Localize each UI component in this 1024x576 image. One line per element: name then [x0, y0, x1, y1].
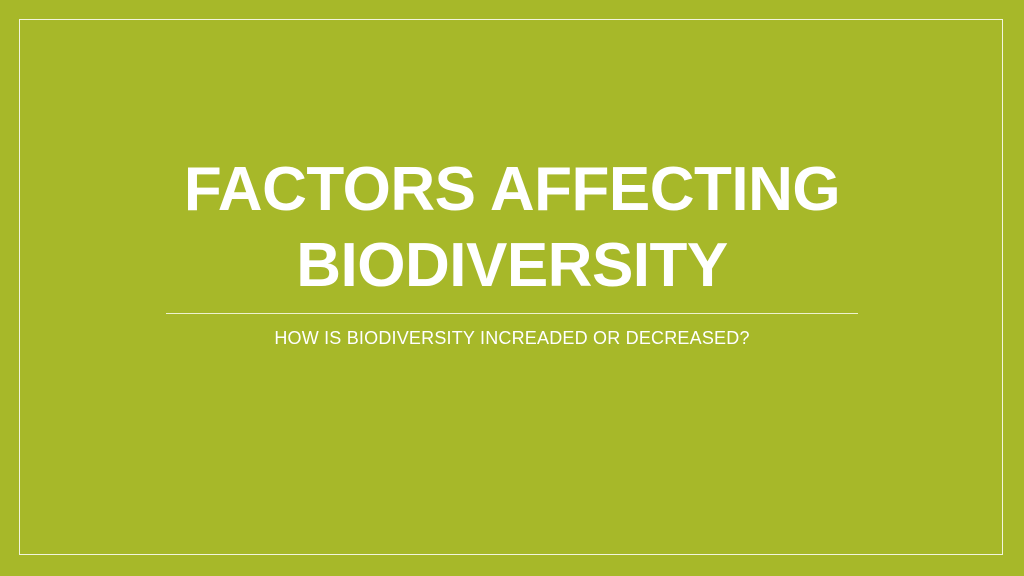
title-line-1: FACTORS AFFECTING [183, 155, 841, 224]
slide-border [19, 19, 1003, 555]
title-divider [166, 313, 858, 314]
title-line-2: BIODIVERSITY [296, 231, 728, 300]
slide-subtitle: HOW IS BIODIVERSITY INCREADED OR DECREAS… [274, 328, 750, 348]
slide-title: FACTORS AFFECTING BIODIVERSITY [0, 152, 1024, 304]
